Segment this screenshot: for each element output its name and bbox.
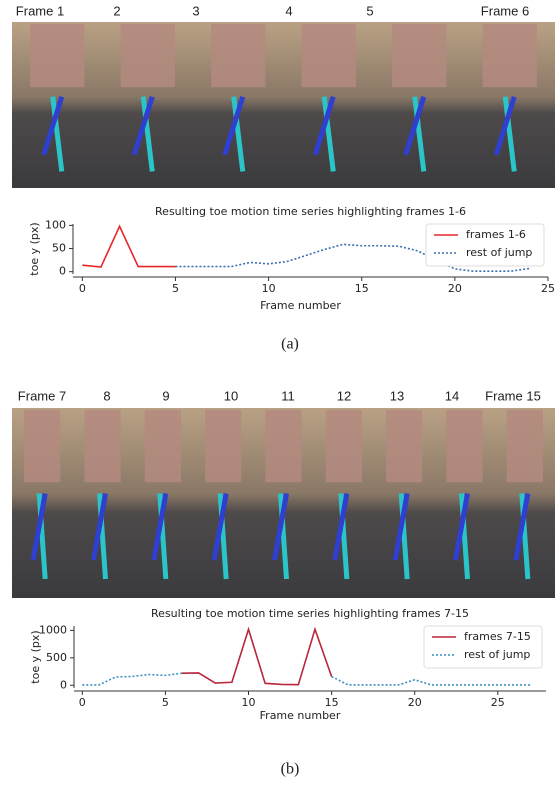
face-blur xyxy=(446,410,483,483)
photo-strip xyxy=(12,22,555,188)
pose-skeleton xyxy=(41,95,65,156)
face-blur xyxy=(30,24,85,88)
pose-skeleton xyxy=(151,493,169,561)
x-tick-label: 0 xyxy=(79,282,86,295)
legend-label: frames 7-15 xyxy=(464,630,531,643)
x-tick-label: 10 xyxy=(242,696,256,709)
caption: (a) xyxy=(281,336,299,353)
face-blur xyxy=(84,410,121,483)
caption: (b) xyxy=(281,761,300,778)
x-tick-label: 20 xyxy=(448,282,462,295)
x-axis-label: Frame number xyxy=(260,299,341,312)
frame-label: 12 xyxy=(337,388,351,403)
face-blur xyxy=(24,410,61,483)
chart-title: Resulting toe motion time series highlig… xyxy=(155,205,466,218)
frame-label: 3 xyxy=(192,3,199,18)
face-blur xyxy=(211,24,266,88)
x-tick-label: 15 xyxy=(325,696,339,709)
pose-skeleton xyxy=(211,493,229,561)
pose-skeleton xyxy=(493,95,517,156)
x-tick-label: 0 xyxy=(79,696,86,709)
face-blur xyxy=(392,24,447,88)
x-tick-label: 15 xyxy=(355,282,369,295)
face-blur xyxy=(144,410,181,483)
face-blur xyxy=(482,24,537,88)
frame-label: 14 xyxy=(445,388,459,403)
frame-label: 13 xyxy=(390,388,404,403)
pose-skeleton xyxy=(392,493,410,561)
face-blur xyxy=(506,410,543,483)
y-tick-label: 0 xyxy=(60,678,67,691)
face-blur xyxy=(386,410,423,483)
legend-label: rest of jump xyxy=(466,246,532,259)
series-line xyxy=(182,626,333,686)
pose-skeleton xyxy=(231,96,246,172)
pose-skeleton xyxy=(452,493,470,561)
x-tick-label: 5 xyxy=(172,282,179,295)
frame-label: 10 xyxy=(224,388,238,403)
y-tick-label: 50 xyxy=(52,242,66,255)
y-axis-label: toe y (px) xyxy=(28,222,41,275)
series-line xyxy=(175,243,530,273)
x-tick-label: 25 xyxy=(541,282,555,295)
frame-label: 5 xyxy=(366,3,373,18)
frame-label: Frame 15 xyxy=(485,388,541,403)
pose-skeleton xyxy=(271,493,289,561)
pose-skeleton xyxy=(50,96,65,172)
frame-label: 2 xyxy=(113,3,120,18)
legend-label: frames 1-6 xyxy=(466,228,526,241)
pose-skeleton xyxy=(321,96,336,172)
face-blur xyxy=(265,410,302,483)
frame-label: 11 xyxy=(281,388,295,403)
pose-skeleton xyxy=(502,96,517,172)
x-tick-label: 5 xyxy=(162,696,169,709)
x-tick-label: 25 xyxy=(491,696,505,709)
y-axis-label: toe y (px) xyxy=(29,630,42,683)
pose-skeleton xyxy=(131,95,155,156)
chart-title: Resulting toe motion time series highlig… xyxy=(151,607,469,620)
face-blur xyxy=(301,24,356,88)
frame-label: Frame 1 xyxy=(16,3,64,18)
pose-skeleton xyxy=(90,493,108,561)
series-line xyxy=(82,672,183,686)
series-line xyxy=(82,224,176,268)
face-blur xyxy=(205,410,242,483)
y-tick-label: 100 xyxy=(45,218,66,231)
legend-label: rest of jump xyxy=(464,648,530,661)
pose-skeleton xyxy=(312,95,336,156)
frame-label: Frame 6 xyxy=(481,3,529,18)
frame-label: 9 xyxy=(162,388,169,403)
face-blur xyxy=(325,410,362,483)
y-tick-label: 0 xyxy=(59,265,66,278)
pose-skeleton xyxy=(30,493,48,561)
pose-skeleton xyxy=(140,96,155,172)
frame-label: Frame 7 xyxy=(18,388,66,403)
frame-label: 8 xyxy=(103,388,110,403)
pose-skeleton xyxy=(332,493,350,561)
y-tick-label: 500 xyxy=(46,651,67,664)
x-tick-label: 20 xyxy=(408,696,422,709)
frame-label: 4 xyxy=(285,3,292,18)
pose-skeleton xyxy=(403,95,427,156)
pose-skeleton xyxy=(513,493,531,561)
pose-skeleton xyxy=(222,95,246,156)
x-tick-label: 10 xyxy=(262,282,276,295)
pose-skeleton xyxy=(412,96,427,172)
face-blur xyxy=(120,24,175,88)
y-tick-label: 1000 xyxy=(39,623,67,636)
x-axis-label: Frame number xyxy=(260,709,341,722)
series-line xyxy=(331,675,532,686)
